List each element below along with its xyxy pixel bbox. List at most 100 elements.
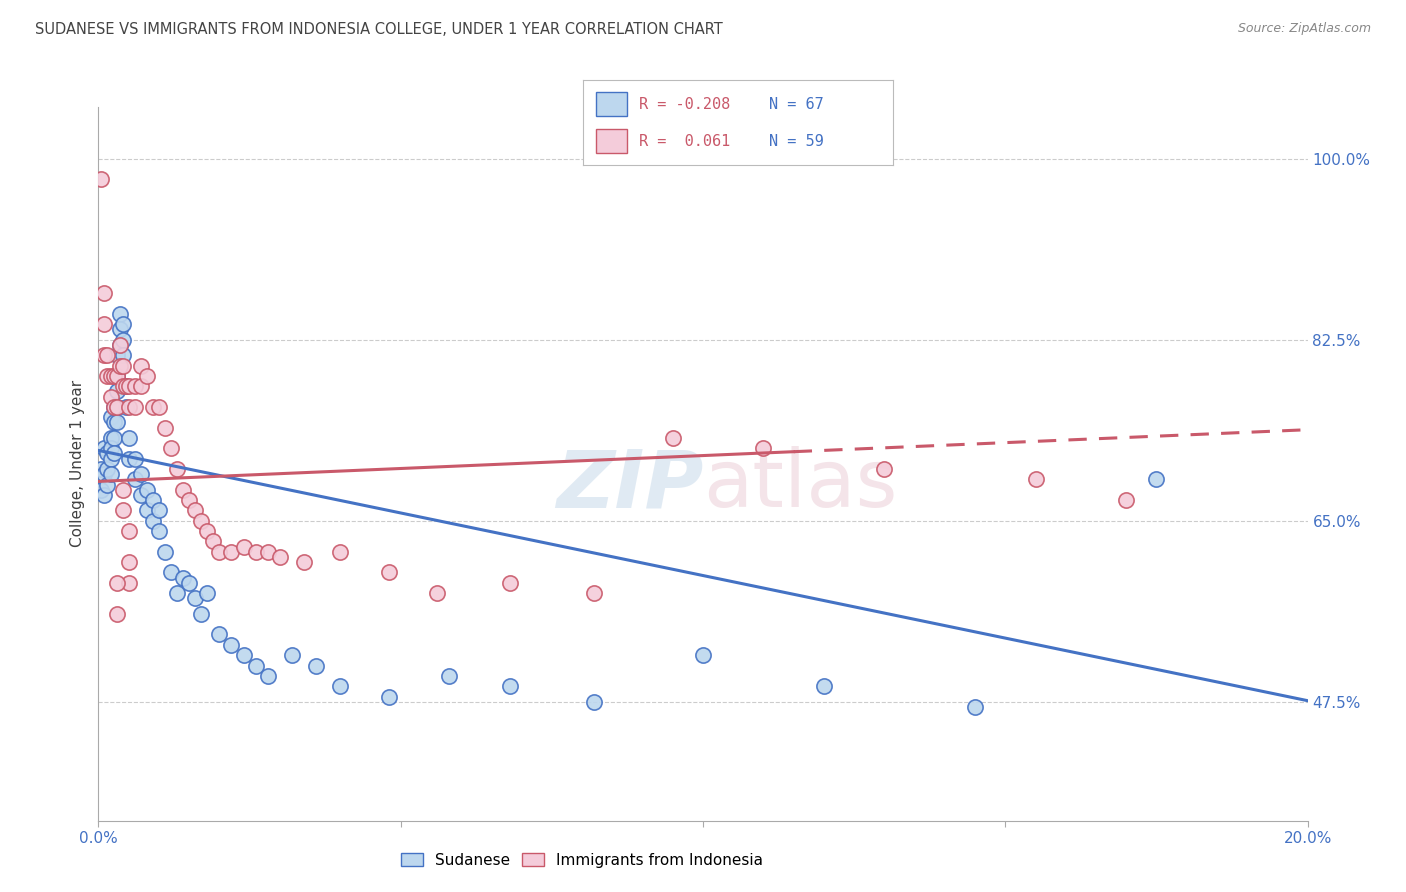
Point [114,379,136,393]
Point [172,483,194,497]
Point [148,503,170,517]
Point [96,348,118,362]
Point [93,467,115,482]
Point [90,462,112,476]
Point [329,545,352,559]
Point [111,348,134,362]
Point [114,379,136,393]
Point [129,467,152,482]
Point [662,431,685,445]
Point [103,446,125,460]
Point [118,431,141,445]
Point [103,431,125,445]
Legend: Sudanese, Immigrants from Indonesia: Sudanese, Immigrants from Indonesia [395,847,769,873]
Point [96,462,118,476]
Point [135,503,157,517]
Point [195,524,218,538]
Point [752,442,775,456]
Point [583,695,606,709]
Point [305,658,328,673]
Point [190,607,212,621]
Point [105,348,128,362]
Point [232,648,254,662]
Point [118,451,141,466]
Point [103,400,125,414]
Point [142,514,165,528]
Point [100,368,122,383]
Point [108,307,131,321]
Y-axis label: College, Under 1 year: College, Under 1 year [70,380,86,548]
Point [105,368,128,383]
Point [103,400,125,414]
Point [118,555,141,569]
Point [148,524,170,538]
Text: Source: ZipAtlas.com: Source: ZipAtlas.com [1237,22,1371,36]
Point [377,566,399,580]
FancyBboxPatch shape [596,129,627,153]
Point [179,493,201,508]
Point [100,451,122,466]
Point [105,607,128,621]
Point [118,524,141,538]
Point [256,669,278,683]
Point [118,400,141,414]
Point [124,379,146,393]
Point [103,416,125,430]
Point [108,359,131,373]
Point [245,545,267,559]
Point [160,566,183,580]
Point [111,359,134,373]
Point [111,317,134,331]
Point [90,483,112,497]
Point [329,679,352,693]
Point [108,322,131,336]
Point [96,368,118,383]
Point [100,410,122,425]
Point [256,545,278,559]
Point [111,483,134,497]
Point [108,338,131,352]
Text: SUDANESE VS IMMIGRANTS FROM INDONESIA COLLEGE, UNDER 1 YEAR CORRELATION CHART: SUDANESE VS IMMIGRANTS FROM INDONESIA CO… [35,22,723,37]
Point [202,534,225,549]
Point [124,472,146,486]
Point [221,638,243,652]
Point [100,467,122,482]
Point [135,483,157,497]
Point [100,442,122,456]
Point [166,462,188,476]
Point [269,549,291,564]
Point [166,586,188,600]
Point [873,462,896,476]
Point [179,575,201,590]
Point [153,420,176,434]
Point [1115,493,1137,508]
Point [124,400,146,414]
Point [118,575,141,590]
Point [153,545,176,559]
Point [221,545,243,559]
Point [437,669,460,683]
Point [498,575,520,590]
Point [124,451,146,466]
Text: R =  0.061: R = 0.061 [640,134,731,149]
Text: atlas: atlas [703,446,897,524]
Point [105,368,128,383]
Point [111,333,134,347]
Point [426,586,449,600]
Point [96,477,118,491]
Point [498,679,520,693]
Point [108,338,131,352]
Point [142,493,165,508]
Point [1144,472,1167,486]
Point [93,488,115,502]
Point [184,591,207,606]
Point [195,586,218,600]
Point [93,348,115,362]
Point [100,390,122,404]
Point [105,400,128,414]
Text: N = 67: N = 67 [769,96,824,112]
Point [190,514,212,528]
Point [692,648,714,662]
Point [142,400,165,414]
Point [129,359,152,373]
